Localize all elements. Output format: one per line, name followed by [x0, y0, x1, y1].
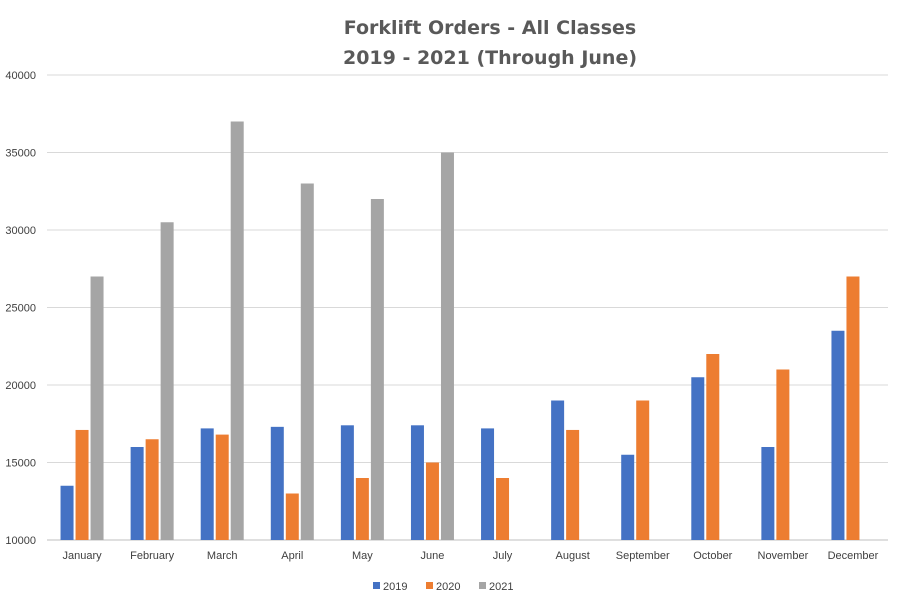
y-tick-label: 10000 [5, 535, 36, 547]
bar-2021-march [230, 121, 244, 540]
bar-2019-august [551, 400, 565, 540]
y-tick-label: 15000 [5, 458, 36, 470]
bar-2019-october [691, 377, 705, 540]
legend-label-2021: 2021 [489, 581, 513, 593]
x-tick-label: August [556, 550, 590, 562]
bar-2020-may [355, 478, 369, 540]
bar-2019-may [340, 425, 354, 540]
bar-2020-june [425, 462, 439, 540]
bar-2021-april [300, 183, 314, 540]
chart-subtitle: 2019 - 2021 (Through June) [343, 47, 637, 69]
bar-2019-september [621, 454, 635, 540]
legend-label-2019: 2019 [383, 581, 407, 593]
bar-2019-february [130, 447, 144, 540]
bar-2019-january [60, 485, 74, 540]
bar-2020-december [846, 276, 860, 540]
x-tick-label: January [62, 550, 102, 562]
x-tick-label: November [758, 550, 809, 562]
x-tick-label: June [421, 550, 445, 562]
bar-2021-may [370, 199, 384, 540]
bar-2021-january [90, 276, 104, 540]
bar-2019-december [831, 330, 845, 540]
x-tick-label: September [616, 550, 670, 562]
bar-2019-april [270, 426, 284, 540]
bar-2019-november [761, 447, 775, 540]
x-tick-label: December [828, 550, 879, 562]
bar-2020-november [776, 369, 790, 540]
bar-2020-april [285, 493, 299, 540]
bar-2020-august [566, 429, 580, 540]
y-tick-label: 25000 [5, 303, 36, 315]
bar-2020-february [145, 439, 159, 540]
bar-2021-june [440, 152, 454, 540]
legend-swatch-2021 [479, 582, 486, 589]
bar-2020-march [215, 434, 229, 540]
bar-2020-october [706, 354, 720, 540]
y-tick-label: 30000 [5, 225, 36, 237]
x-tick-label: July [493, 550, 513, 562]
chart-title: Forklift Orders - All Classes [344, 17, 637, 39]
legend-label-2020: 2020 [436, 581, 460, 593]
bar-2021-february [160, 222, 174, 540]
x-tick-label: October [693, 550, 732, 562]
x-tick-label: March [207, 550, 238, 562]
legend-swatch-2020 [426, 582, 433, 589]
x-tick-label: February [130, 550, 175, 562]
bar-2020-january [75, 429, 89, 540]
y-tick-label: 40000 [5, 70, 36, 82]
bar-2019-june [410, 425, 424, 540]
x-tick-label: May [352, 550, 373, 562]
bar-2020-september [636, 400, 650, 540]
bar-2019-july [481, 428, 495, 540]
y-tick-label: 35000 [5, 148, 36, 160]
x-tick-label: April [281, 550, 303, 562]
legend-swatch-2019 [373, 582, 380, 589]
y-tick-label: 20000 [5, 380, 36, 392]
bar-2019-march [200, 428, 214, 540]
bar-2020-july [496, 478, 510, 540]
